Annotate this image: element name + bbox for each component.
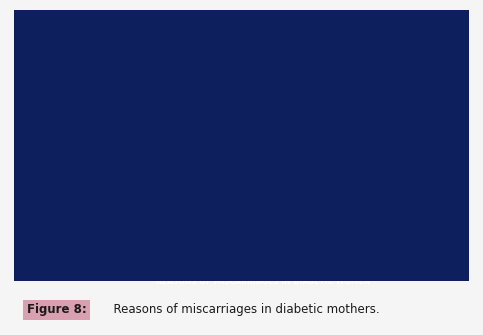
Bar	[77, 109, 132, 234]
Bar	[289, 198, 344, 234]
Text: Reasons of miscarriages in diabetic mothers.: Reasons of miscarriages in diabetic moth…	[106, 304, 380, 316]
Text: Figure 8:: Figure 8:	[27, 304, 86, 316]
Y-axis label: NO. OF PATIENTS: NO. OF PATIENTS	[26, 106, 35, 179]
Text: 24.30%: 24.30%	[405, 130, 440, 139]
Text: 12.20%: 12.20%	[299, 166, 334, 176]
X-axis label: REASONS OF MISCARRIAGES IN DIABETIC WOMEN: REASONS OF MISCARRIAGES IN DIABETIC WOME…	[156, 277, 370, 286]
Text: 22.00%: 22.00%	[193, 137, 227, 146]
Title: REASON OF MISCARRIAGES  IN DIABETIC
MOTHERS: REASON OF MISCARRIAGES IN DIABETIC MOTHE…	[128, 15, 398, 45]
Bar	[395, 161, 450, 234]
Text: 41.50%: 41.50%	[86, 78, 122, 87]
Bar	[183, 168, 238, 234]
